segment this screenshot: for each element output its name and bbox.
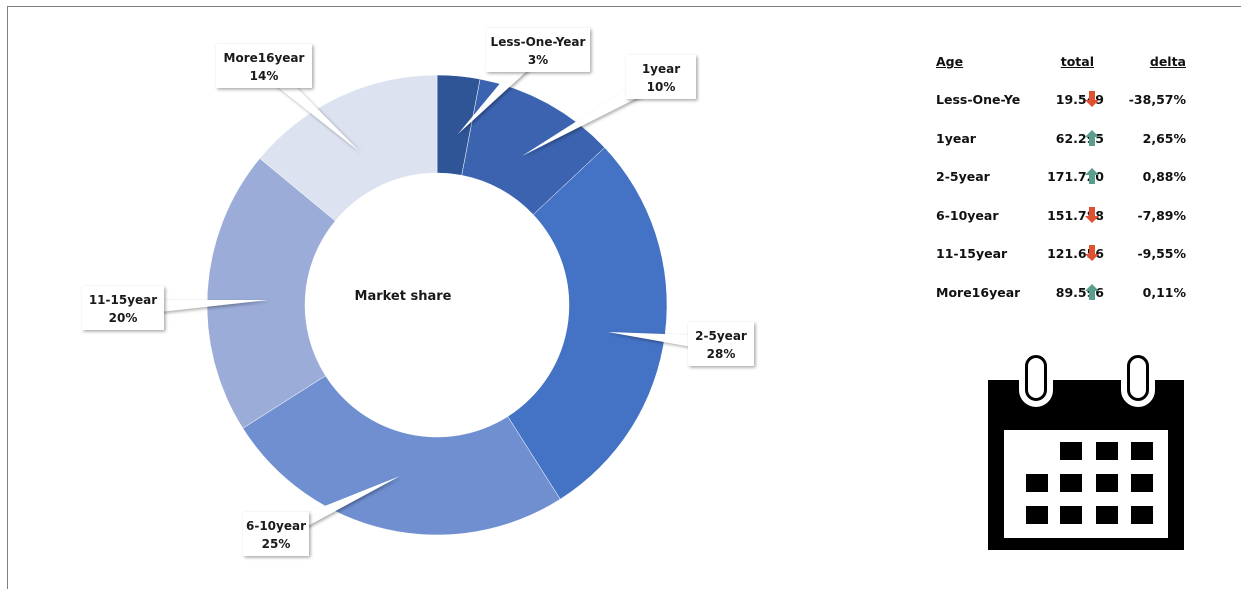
callout-6-10year: 6-10year 25% bbox=[243, 476, 400, 556]
callout-label: 1year bbox=[642, 62, 680, 76]
callout-value: 3% bbox=[528, 53, 548, 67]
callout-value: 20% bbox=[109, 311, 138, 325]
table-row: 2-5year 171.720 0,88% bbox=[928, 161, 1190, 200]
cell-delta: 0,88% bbox=[1142, 169, 1186, 184]
callout-1year: 1year 10% bbox=[522, 55, 696, 156]
slice-more16year bbox=[259, 74, 438, 222]
callout-label: Less-One-Year bbox=[491, 35, 586, 49]
cell-age: Less-One-Year bbox=[936, 92, 1020, 107]
table-row: 6-10year 151.788 -7,89% bbox=[928, 200, 1190, 239]
table-row: 11-15year 121.656 -9,55% bbox=[928, 238, 1190, 277]
arrow-down-icon bbox=[1085, 206, 1099, 223]
slice-6-10year bbox=[242, 375, 561, 536]
slice-2-5year bbox=[507, 147, 668, 500]
callout-label: 2-5year bbox=[695, 329, 747, 343]
cell-delta: 0,11% bbox=[1142, 284, 1186, 300]
arrow-up-icon bbox=[1085, 168, 1099, 184]
center-label: Market share bbox=[355, 289, 452, 304]
header-delta: delta bbox=[1149, 54, 1186, 69]
arrow-up-icon bbox=[1085, 283, 1099, 300]
cell-delta: 2,65% bbox=[1142, 130, 1186, 146]
callout-label: 6-10year bbox=[246, 519, 306, 533]
cell-age: 6-10year bbox=[936, 207, 999, 223]
callout-label: 11-15year bbox=[89, 293, 157, 307]
age-table: Age total delta Less-One-Year19.549-38,5… bbox=[928, 46, 1190, 315]
table-header: Age total delta bbox=[928, 46, 1190, 84]
cell-delta: -38,57% bbox=[1128, 92, 1186, 107]
arrow-down-icon bbox=[1085, 245, 1099, 261]
callout-more16year: More16year 14% bbox=[216, 44, 360, 152]
cell-age: 1year bbox=[936, 130, 976, 146]
cell-delta: -7,89% bbox=[1137, 207, 1186, 223]
callout-value: 14% bbox=[250, 69, 279, 83]
calendar-icon bbox=[988, 352, 1184, 550]
cell-age: More16year bbox=[936, 284, 1020, 300]
table-row: More16year 89.596 0,11% bbox=[928, 277, 1190, 316]
header-total: total bbox=[1060, 54, 1094, 69]
callout-2-5year: 2-5year 28% bbox=[608, 322, 754, 366]
arrow-down-icon bbox=[1085, 91, 1099, 107]
cell-delta: -9,55% bbox=[1137, 246, 1186, 261]
callout-value: 10% bbox=[647, 80, 676, 94]
donut-chart: Less-One-Year 3% 1year 10% 2-5year 28% 6-10yea… bbox=[82, 28, 754, 556]
table-row: 1year 62.295 2,65% bbox=[928, 123, 1190, 162]
chart-frame bbox=[7, 6, 1241, 589]
callout-value: 25% bbox=[262, 537, 291, 551]
header-age: Age bbox=[936, 54, 964, 69]
callout-label: More16year bbox=[224, 51, 305, 65]
arrow-up-icon bbox=[1085, 129, 1099, 146]
cell-age: 11-15year bbox=[936, 246, 1008, 261]
callout-11-15year: 11-15year 20% bbox=[82, 286, 268, 330]
callout-value: 28% bbox=[707, 347, 736, 361]
slice-11-15year bbox=[206, 158, 336, 429]
cell-age: 2-5year bbox=[936, 169, 990, 184]
callout-less-one-year: Less-One-Year 3% bbox=[458, 28, 590, 134]
table-row: Less-One-Year19.549-38,57% bbox=[928, 84, 1190, 123]
